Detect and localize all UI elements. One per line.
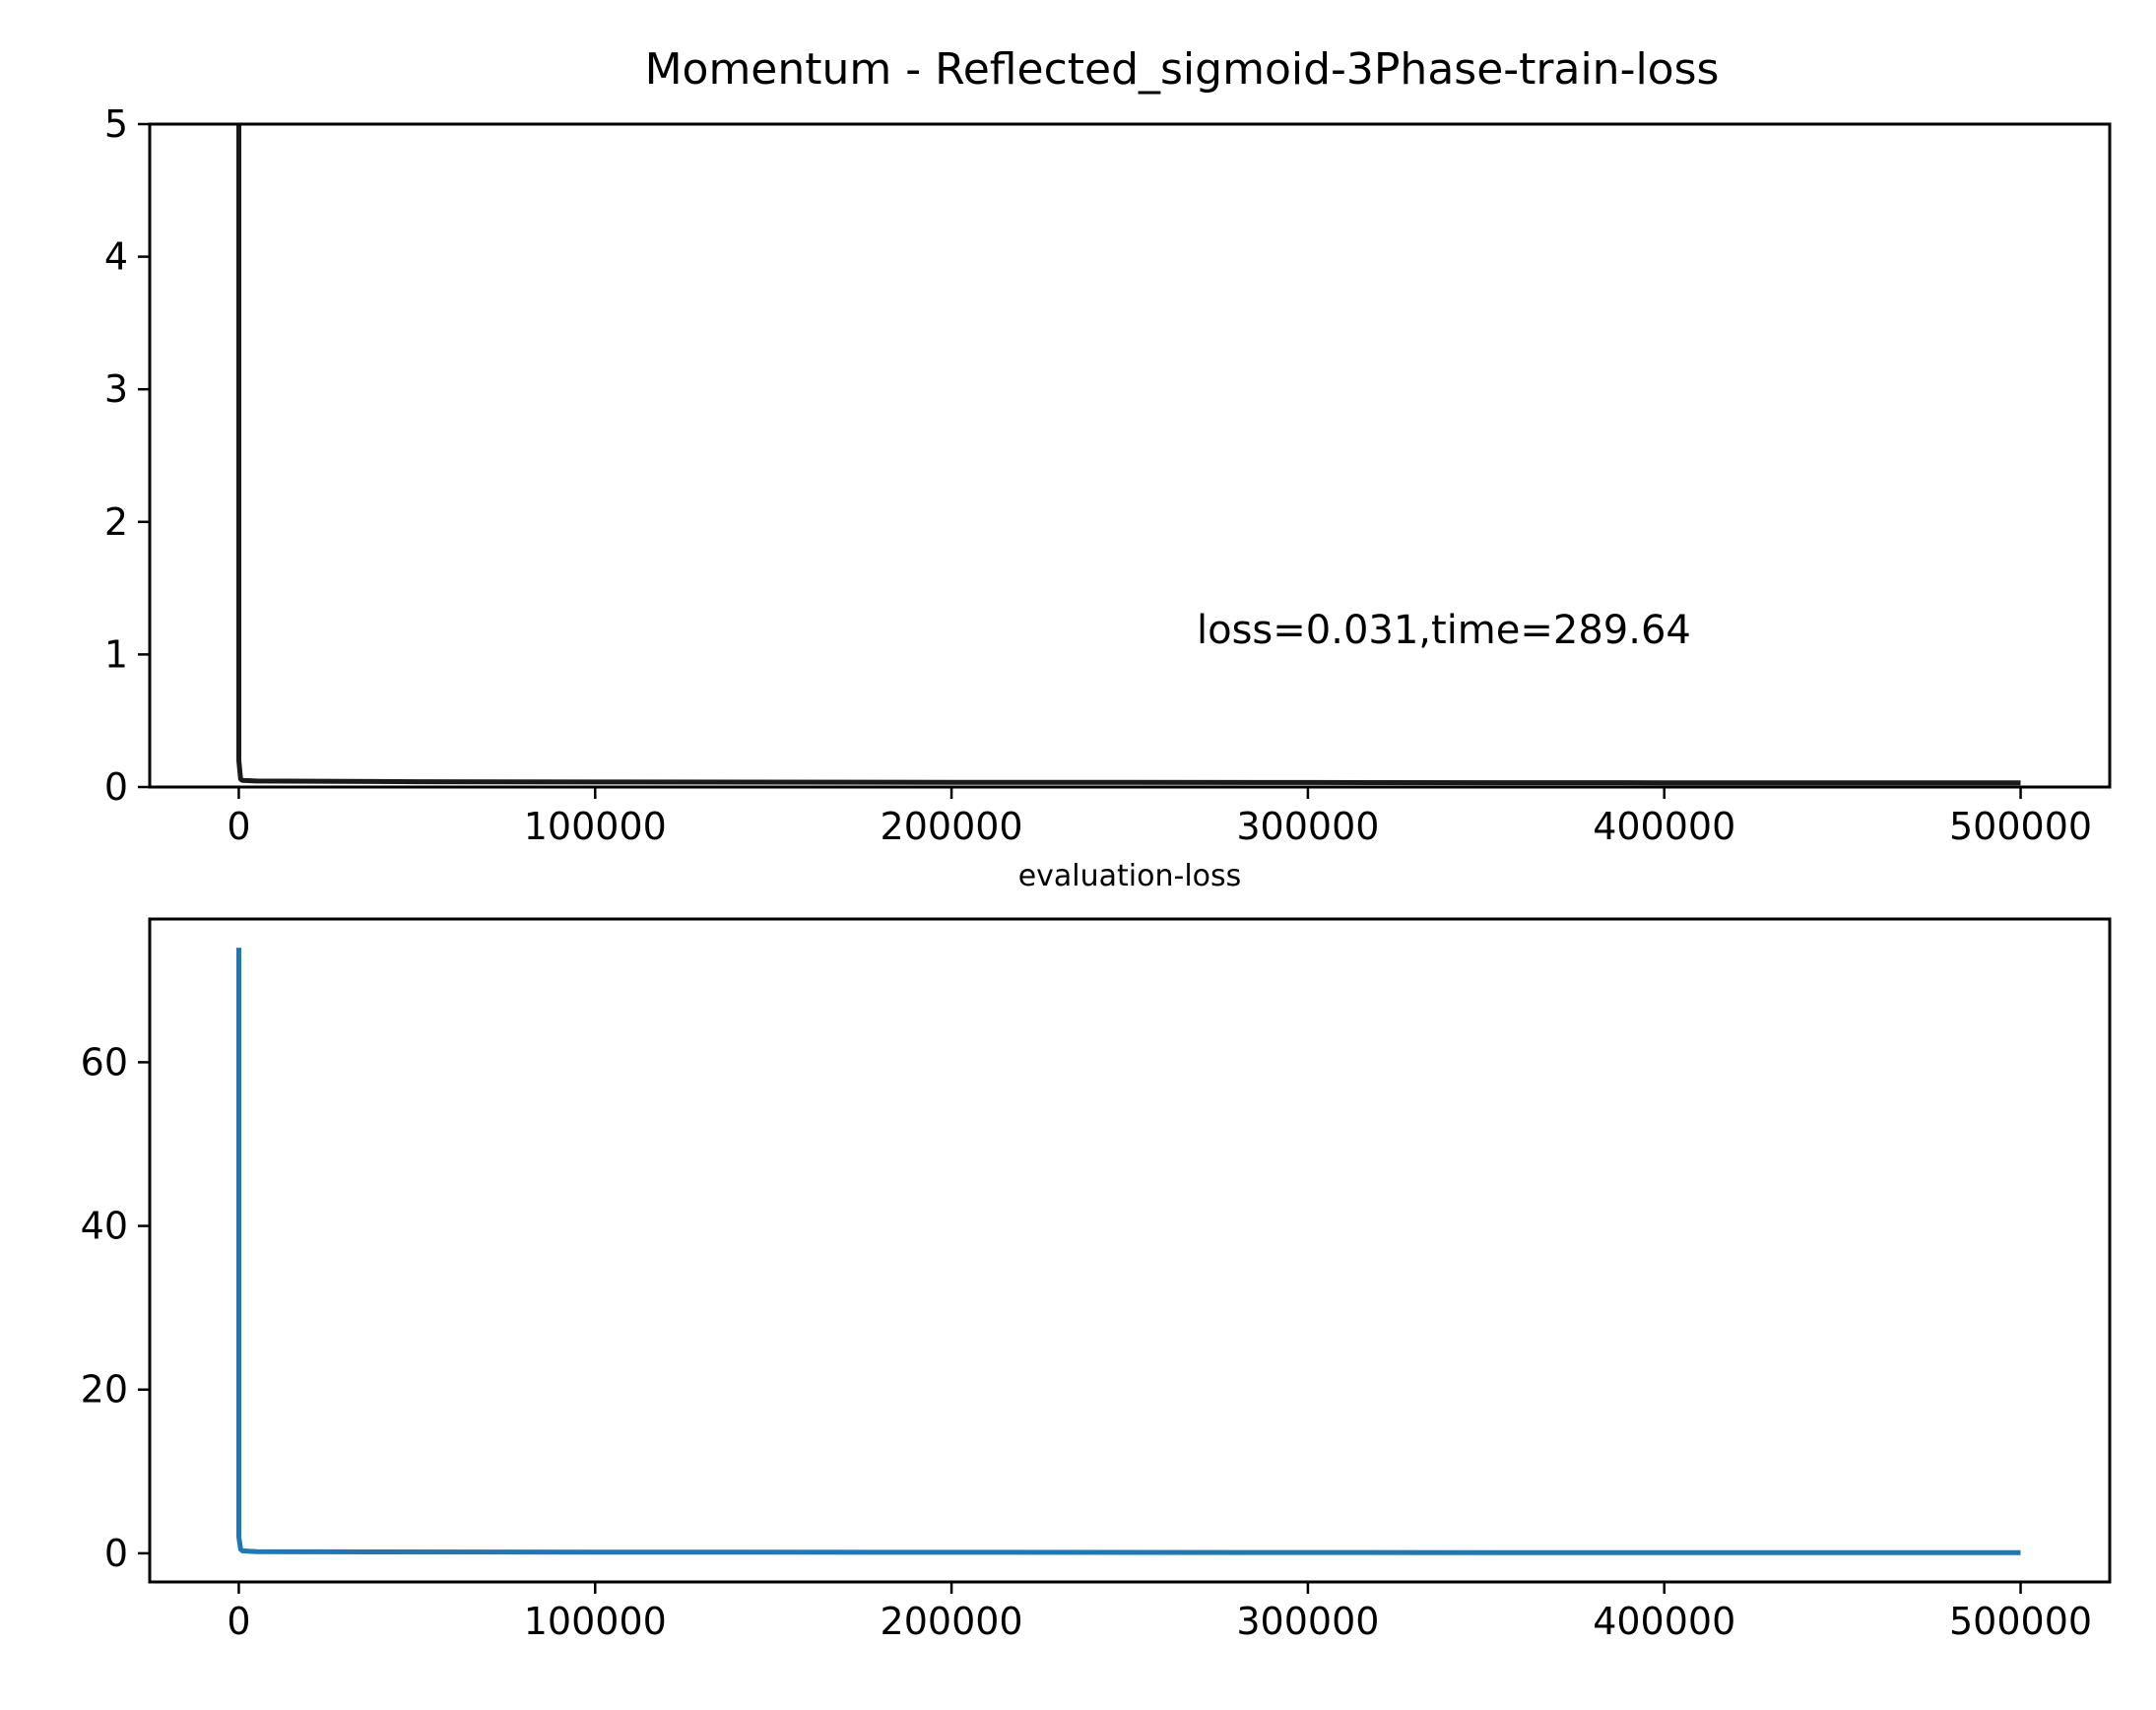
train-loss-title: Momentum - Reflected_sigmoid-3Phase-trai… bbox=[645, 44, 1720, 95]
train-loss-y-tick-label-4: 4 bbox=[104, 235, 128, 279]
evaluation-loss-x-tick-label-4: 400000 bbox=[1593, 1600, 1735, 1643]
train-loss-plot: Momentum - Reflected_sigmoid-3Phase-trai… bbox=[104, 44, 2112, 848]
train-loss-annotation: loss=0.031,time=289.64 bbox=[1197, 608, 1691, 653]
evaluation-loss-plot: evaluation-loss 0 100000 200000 300000 40000… bbox=[81, 859, 2112, 1643]
train-loss-y-tick-label-0: 0 bbox=[104, 765, 128, 809]
train-loss-x-tick-label-1: 100000 bbox=[524, 805, 667, 848]
evaluation-loss-marks bbox=[236, 948, 2021, 1555]
train-loss-x-tick-label-3: 300000 bbox=[1236, 805, 1379, 848]
train-loss-y-axis: 0 1 2 3 4 5 bbox=[104, 102, 150, 809]
evaluation-loss-x-tick-label-2: 200000 bbox=[881, 1600, 1023, 1643]
evaluation-loss-x-tick-label-1: 100000 bbox=[524, 1600, 667, 1643]
train-loss-x-tick-label-0: 0 bbox=[227, 805, 250, 848]
evaluation-loss-y-tick-label-2: 40 bbox=[81, 1205, 128, 1248]
evaluation-loss-y-tick-label-1: 20 bbox=[81, 1368, 128, 1412]
evaluation-loss-x-axis: 0 100000 200000 300000 400000 500000 bbox=[227, 1582, 2092, 1643]
train-loss-marks bbox=[236, 124, 2021, 786]
train-loss-series-line-0 bbox=[236, 124, 2021, 786]
train-loss-y-tick-label-2: 2 bbox=[104, 500, 128, 544]
train-loss-y-tick-label-3: 3 bbox=[104, 367, 128, 411]
evaluation-loss-x-tick-label-0: 0 bbox=[227, 1600, 250, 1643]
evaluation-loss-y-tick-label-0: 0 bbox=[104, 1532, 128, 1575]
evaluation-loss-y-axis: 0 20 40 60 bbox=[81, 1040, 150, 1575]
train-loss-plot-frame bbox=[148, 122, 2112, 789]
train-loss-x-tick-label-2: 200000 bbox=[881, 805, 1023, 848]
train-loss-x-tick-label-5: 500000 bbox=[1949, 805, 2092, 848]
train-loss-y-tick-label-5: 5 bbox=[104, 102, 128, 146]
evaluation-loss-plot-frame bbox=[148, 917, 2112, 1584]
train-loss-x-tick-label-4: 400000 bbox=[1593, 805, 1735, 848]
train-loss-x-axis: 0 100000 200000 300000 400000 500000 bbox=[227, 787, 2092, 848]
evaluation-loss-series-line-0 bbox=[236, 948, 2021, 1555]
evaluation-loss-x-tick-label-5: 500000 bbox=[1949, 1600, 2092, 1643]
evaluation-loss-x-tick-label-3: 300000 bbox=[1236, 1600, 1379, 1643]
evaluation-loss-title: evaluation-loss bbox=[1018, 859, 1242, 893]
evaluation-loss-y-tick-label-3: 60 bbox=[81, 1040, 128, 1084]
train-loss-y-tick-label-1: 1 bbox=[104, 632, 128, 676]
